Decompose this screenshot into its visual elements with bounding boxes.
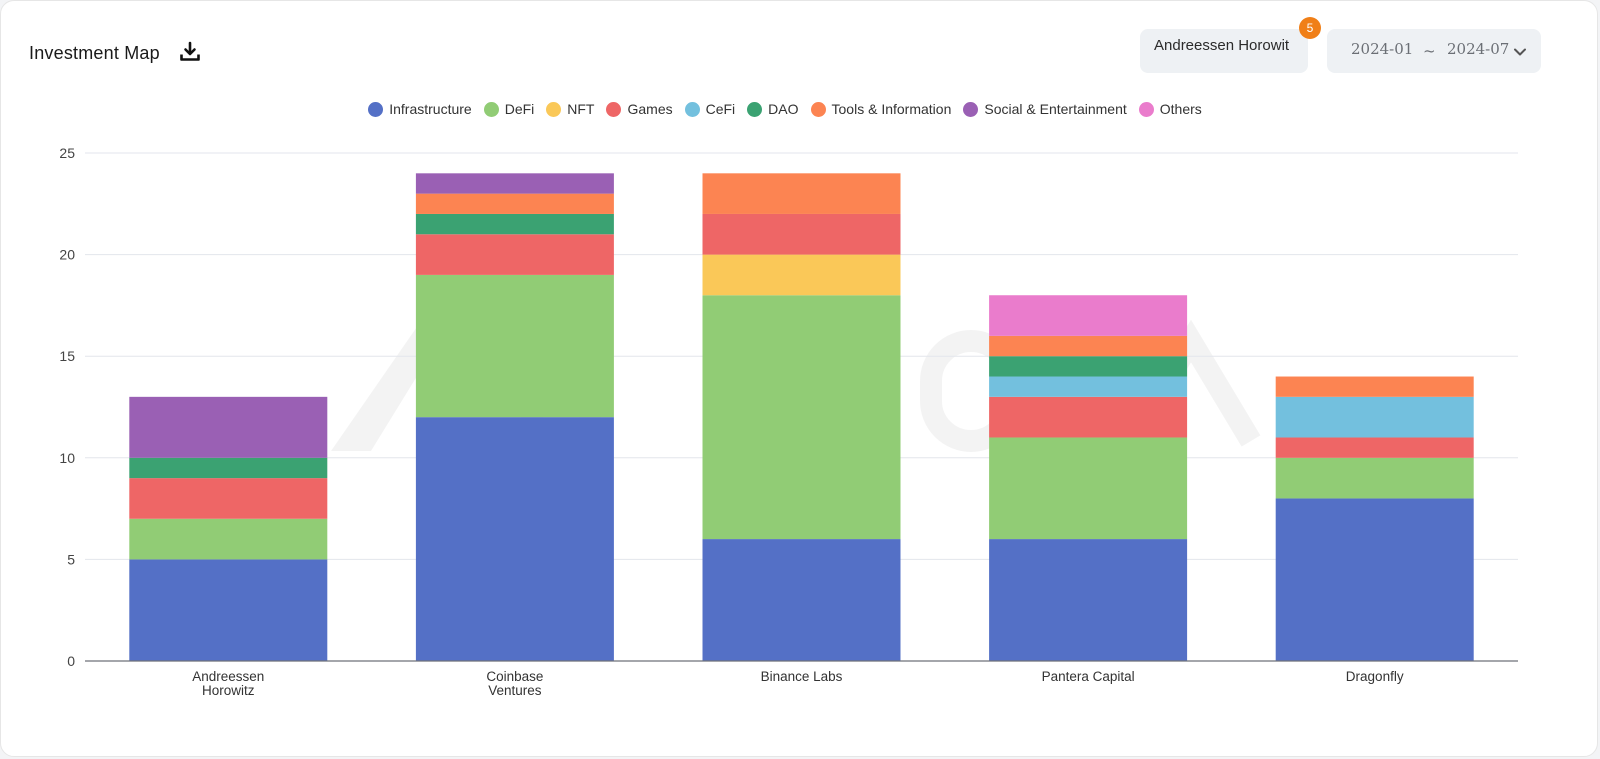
bar-segment-games — [702, 213, 901, 255]
y-tick-label: 10 — [59, 450, 75, 466]
x-tick-label: Andreessen — [192, 669, 264, 684]
x-tick-label: Dragonfly — [1346, 669, 1404, 684]
bar-segment-infrastructure — [989, 539, 1188, 661]
x-tick-label: Ventures — [488, 683, 542, 698]
bar-segment-tools-and-information — [702, 173, 901, 214]
bar-segment-nft — [702, 254, 901, 296]
download-icon[interactable] — [179, 41, 201, 63]
legend-item-dao[interactable]: DAO — [747, 101, 799, 117]
bar-segment-dao — [415, 213, 614, 235]
legend-label: Tools & Information — [831, 101, 952, 117]
legend-swatch — [483, 101, 499, 117]
legend-label: DAO — [768, 101, 799, 117]
legend-item-games[interactable]: Games — [606, 101, 673, 117]
bar-segment-cefi — [1275, 396, 1474, 438]
investor-filter-value: Andreessen Horowit — [1154, 37, 1290, 54]
legend-label: Others — [1159, 101, 1202, 117]
date-end[interactable]: 2024-07 — [1447, 40, 1510, 58]
bar-segment-defi — [702, 295, 901, 540]
selected-count-badge: 5 — [1299, 17, 1321, 39]
bar-segment-infrastructure — [415, 417, 614, 661]
chevron-down-icon[interactable] — [1513, 45, 1527, 59]
bar-segment-defi — [1275, 457, 1474, 499]
bar-segment-social-and-entertainment — [415, 173, 614, 194]
x-tick-label: Binance Labs — [761, 669, 843, 684]
bar-segment-social-and-entertainment — [129, 396, 328, 458]
bar-segment-infrastructure — [702, 539, 901, 661]
date-start[interactable]: 2024-01 — [1351, 40, 1414, 58]
legend-item-nft[interactable]: NFT — [546, 101, 594, 117]
bar-segment-tools-and-information — [989, 335, 1188, 357]
bar-segment-cefi — [989, 376, 1188, 397]
legend-label: Infrastructure — [389, 101, 472, 117]
legend-label: DeFi — [504, 101, 535, 117]
bar-segment-games — [415, 234, 614, 275]
chart-legend: Infrastructure DeFi NFT Games CeFi DAO Tools &… — [1, 97, 1569, 121]
x-tick-label: Horowitz — [202, 683, 255, 698]
legend-swatch — [606, 101, 622, 117]
bar-segment-defi — [129, 518, 328, 560]
x-tick-label: Coinbase — [486, 669, 543, 684]
bar-segment-tools-and-information — [1275, 376, 1474, 397]
bar-segment-games — [989, 396, 1188, 438]
legend-swatch — [810, 101, 826, 117]
bar-segment-defi — [415, 274, 614, 418]
legend-item-others[interactable]: Others — [1138, 101, 1202, 117]
legend-label: Social & Entertainment — [984, 101, 1127, 117]
bar-segment-dao — [989, 356, 1188, 377]
bar-segment-tools-and-information — [415, 193, 614, 214]
legend-item-defi[interactable]: DeFi — [483, 101, 535, 117]
legend-swatch — [684, 101, 700, 117]
bar-segment-infrastructure — [129, 559, 328, 661]
bar-segment-dao — [129, 457, 328, 479]
chart-title: Investment Map — [29, 43, 160, 63]
legend-label: Games — [627, 101, 673, 117]
bar-segment-infrastructure — [1275, 498, 1474, 661]
investor-filter-select[interactable]: Andreessen Horowit — [1140, 29, 1308, 73]
bar-segment-games — [129, 478, 328, 519]
legend-swatch — [1138, 101, 1154, 117]
y-tick-label: 5 — [67, 551, 75, 567]
date-range-picker[interactable]: 2024-01 ~ 2024-07 — [1327, 29, 1541, 73]
legend-item-tools-and-information[interactable]: Tools & Information — [810, 101, 952, 117]
legend-item-social-and-entertainment[interactable]: Social & Entertainment — [963, 101, 1127, 117]
y-tick-label: 0 — [67, 653, 75, 669]
bar-segment-games — [1275, 437, 1474, 458]
legend-swatch — [963, 101, 979, 117]
y-tick-label: 20 — [59, 247, 75, 263]
legend-item-infrastructure[interactable]: Infrastructure — [368, 101, 472, 117]
x-tick-label: Pantera Capital — [1042, 669, 1135, 684]
legend-item-cefi[interactable]: CeFi — [684, 101, 736, 117]
legend-label: CeFi — [705, 101, 736, 117]
legend-label: NFT — [567, 101, 595, 117]
y-tick-label: 15 — [59, 348, 75, 364]
legend-swatch — [368, 101, 384, 117]
y-tick-label: 25 — [59, 145, 75, 161]
date-separator: ~ — [1423, 42, 1436, 60]
bar-segment-defi — [989, 437, 1188, 540]
bar-segment-others — [989, 295, 1188, 336]
legend-swatch — [747, 101, 763, 117]
legend-swatch — [546, 101, 562, 117]
